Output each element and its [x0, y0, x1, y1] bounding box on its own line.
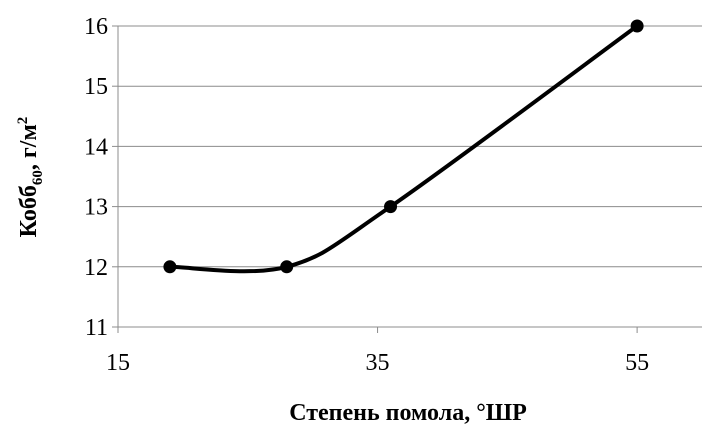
- data-point: [630, 19, 644, 33]
- y-tick-label: 15: [84, 74, 108, 100]
- x-tick-label: 55: [625, 350, 649, 376]
- y-tick-label: 13: [84, 195, 108, 221]
- y-axis-title-main: Кобб: [16, 185, 42, 237]
- x-tick-label: 35: [366, 350, 390, 376]
- gridlines: [118, 25, 702, 268]
- data-point: [280, 260, 294, 274]
- series-line: [169, 24, 639, 274]
- series-layer: [163, 19, 644, 274]
- y-axis-title-subscript: 60: [30, 170, 46, 185]
- y-tick-label: 16: [84, 14, 108, 40]
- x-tick-labels: 15 35 55: [106, 350, 649, 376]
- y-tick-labels: 11 12 13 14 15 16: [84, 14, 108, 341]
- data-point: [163, 260, 177, 274]
- y-axis-title-unit: , г/м: [16, 124, 42, 170]
- y-axis-title: Кобб60, г/м2: [15, 117, 46, 238]
- y-axis-title-superscript: 2: [15, 117, 31, 125]
- data-point: [384, 200, 398, 214]
- y-tick-label: 12: [84, 255, 108, 281]
- y-tick-label: 14: [84, 134, 108, 160]
- axes: [112, 25, 702, 333]
- x-tick-label: 15: [106, 350, 130, 376]
- y-tick-label: 11: [85, 315, 108, 341]
- x-axis-title: Степень помола, °ШР: [289, 400, 527, 426]
